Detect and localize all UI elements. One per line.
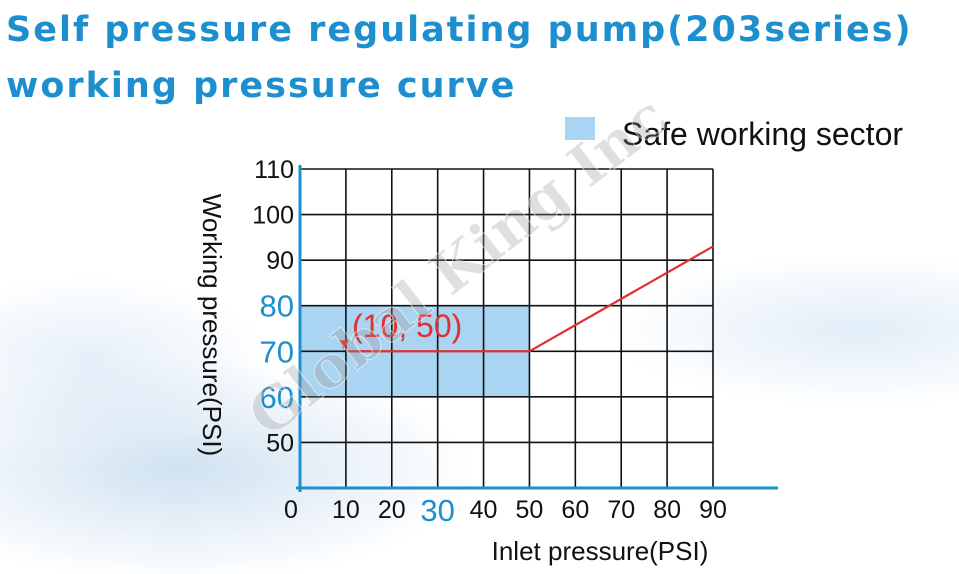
y-tick-label-70: 70 [260,334,294,369]
y-tick-label-60: 60 [260,380,294,415]
x-tick-label-50: 50 [516,496,544,524]
x-tick-label-0: 0 [284,496,298,524]
chart-title-line-2: working pressure curve [6,66,517,106]
chart-title-line-1: Self pressure regulating pump(203series) [6,10,913,50]
annotation-marker [338,340,349,350]
y-tick-label-80: 80 [260,289,294,324]
y-tick-label-90: 90 [266,247,294,275]
annotation-label: (10, 50) [352,308,462,344]
x-tick-label-90: 90 [699,496,727,524]
y-tick-label-100: 100 [252,202,294,230]
x-tick-label-70: 70 [607,496,635,524]
y-tick-label-110: 110 [254,156,294,184]
y-axis-label: Working pressure(PSI) [197,194,227,457]
y-tick-label-50: 50 [266,429,294,457]
x-axis-label: Inlet pressure(PSI) [492,536,709,566]
x-tick-label-60: 60 [561,496,589,524]
x-tick-label-30: 30 [420,493,454,528]
legend-label: Safe working sector [622,116,903,152]
x-tick-label-10: 10 [332,496,360,524]
x-tick-label-40: 40 [470,496,498,524]
legend-swatch [565,117,595,140]
pressure-curve-line [345,245,714,353]
x-tick-label-80: 80 [653,496,681,524]
x-tick-label-20: 20 [378,496,406,524]
